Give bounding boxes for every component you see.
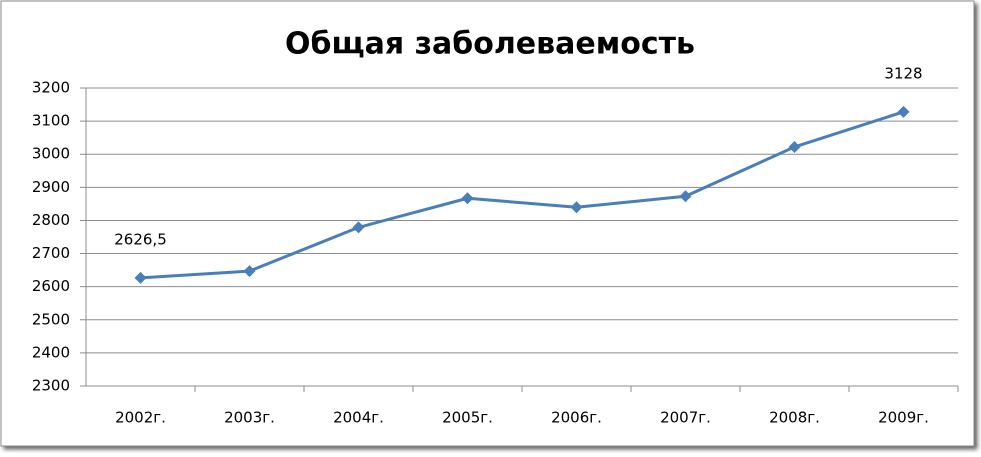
x-tick-label: 2003г. (224, 409, 275, 427)
y-tick-label: 3200 (32, 79, 70, 97)
x-tick-label: 2004г. (333, 409, 384, 427)
series-line (140, 110, 904, 280)
y-tick-label: 3100 (32, 112, 70, 130)
data-point (788, 140, 801, 153)
data-point (570, 201, 583, 214)
x-tick-label: 2005г. (442, 409, 493, 427)
y-tick-label: 2600 (32, 277, 70, 295)
data-point (679, 190, 692, 203)
y-tick-label: 2300 (32, 377, 70, 395)
data-label: 3128 (884, 64, 922, 82)
data-point (352, 221, 365, 234)
chart-title: Общая заболеваемость (285, 27, 695, 62)
x-tick-label: 2008г. (769, 409, 820, 427)
y-tick-label: 2900 (32, 178, 70, 196)
data-point (461, 192, 474, 205)
data-point (243, 265, 256, 278)
x-tick-label: 2002г. (115, 409, 166, 427)
y-tick-label: 2400 (32, 343, 70, 361)
x-tick-label: 2006г. (551, 409, 602, 427)
chart-frame (0, 0, 975, 447)
y-tick-label: 2500 (32, 310, 70, 328)
data-label: 2626,5 (114, 230, 167, 248)
y-tick-label: 2800 (32, 211, 70, 229)
x-tick-label: 2007г. (660, 409, 711, 427)
y-tick-label: 3000 (32, 145, 70, 163)
data-point (897, 105, 910, 118)
x-tick-label: 2009г. (878, 409, 929, 427)
y-tick-label: 2700 (32, 244, 70, 262)
data-point (134, 271, 147, 284)
